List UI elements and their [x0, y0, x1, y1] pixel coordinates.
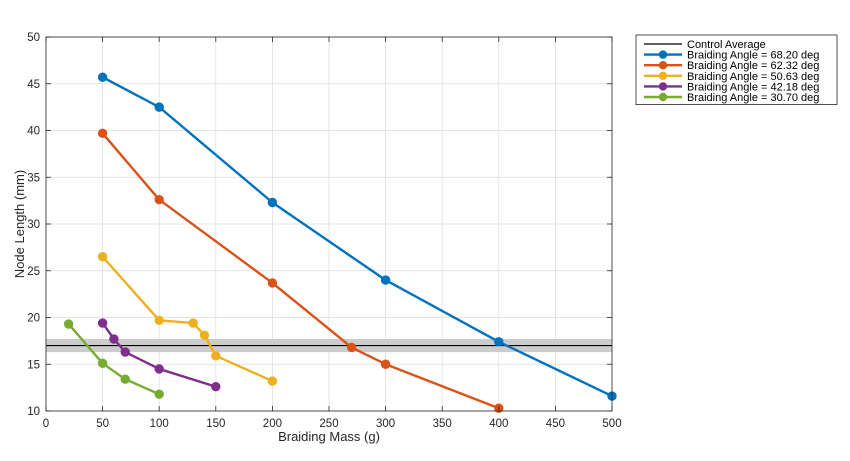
series-2: [97, 128, 504, 413]
data-point: [267, 278, 278, 288]
data-point: [63, 319, 74, 329]
data-point: [97, 72, 108, 82]
data-point: [267, 197, 278, 208]
data-point: [97, 128, 108, 139]
legend-box: [635, 34, 838, 105]
data-point: [494, 337, 504, 347]
legend-entry-label: Braiding Angle = 30.70 deg: [687, 92, 819, 104]
data-point: [154, 102, 164, 112]
data-point: [211, 381, 221, 392]
control-average: [46, 339, 612, 353]
x-tick-label: 0: [43, 418, 49, 430]
y-tick-label: 20: [27, 313, 40, 325]
series-5: [63, 319, 164, 399]
data-point: [267, 376, 278, 386]
y-tick-label: 50: [27, 32, 40, 44]
data-point: [188, 318, 198, 328]
y-tick-label: 35: [27, 172, 40, 184]
data-point: [380, 275, 391, 285]
y-tick-label: 10: [27, 406, 40, 418]
data-point: [109, 334, 119, 344]
y-tick-label: 25: [27, 266, 40, 278]
series-3: [97, 252, 278, 386]
x-tick-label: 500: [602, 418, 621, 430]
data-point: [120, 374, 130, 384]
axis-ticks: 0 50 100 150 200 250 300 350 400 450 500 10 15 20 25 30…: [27, 32, 621, 430]
series-line: [102, 76, 613, 398]
data-series: [63, 72, 617, 413]
data-point: [380, 359, 391, 369]
x-tick-label: 250: [319, 418, 338, 430]
y-tick-label: 40: [27, 126, 40, 138]
data-point: [120, 347, 130, 357]
x-tick-label: 350: [433, 418, 452, 430]
legend-swatch-marker: [658, 71, 668, 81]
legend-entry-label: Braiding Angle = 62.32 deg: [687, 60, 819, 72]
x-tick-label: 300: [376, 418, 395, 430]
data-point: [346, 342, 357, 353]
y-tick-label: 30: [27, 219, 40, 231]
y-tick-label: 15: [27, 359, 40, 371]
legend-swatch-marker: [658, 60, 668, 70]
y-tick-label: 45: [27, 79, 40, 91]
x-axis-label: Braiding Mass (g): [278, 429, 380, 444]
x-tick-label: 50: [96, 418, 109, 430]
legend-swatch-marker: [658, 82, 668, 91]
x-tick-label: 200: [263, 418, 282, 430]
series-line: [67, 323, 160, 396]
legend-entry-label: Control Average: [687, 39, 766, 51]
x-tick-label: 100: [150, 418, 169, 430]
data-point: [211, 351, 221, 361]
y-axis-label: Node Length (mm): [12, 170, 27, 278]
series-line: [101, 132, 500, 410]
legend-swatch-marker: [658, 50, 668, 59]
data-point: [154, 364, 164, 374]
series-line: [101, 255, 273, 383]
data-point: [154, 315, 164, 326]
legend-entry-label: Braiding Angle = 50.63 deg: [687, 71, 819, 83]
x-tick-label: 150: [206, 418, 225, 430]
legend-entry-label: Braiding Angle = 42.18 deg: [687, 81, 819, 93]
legend-entry-label: Braiding Angle = 68.20 deg: [687, 50, 819, 62]
series-4: [97, 318, 221, 392]
data-point: [97, 318, 108, 328]
data-point: [154, 389, 164, 399]
x-tick-label: 450: [546, 418, 565, 430]
data-point: [97, 358, 108, 369]
legend-swatch-marker: [658, 92, 668, 102]
data-point: [154, 194, 164, 205]
x-tick-label: 400: [489, 418, 508, 430]
data-point: [97, 252, 108, 262]
data-point: [199, 330, 210, 340]
